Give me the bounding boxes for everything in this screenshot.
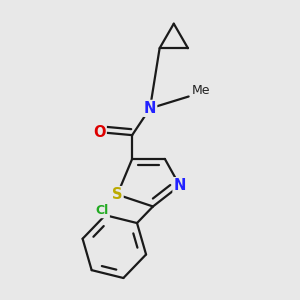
- Text: N: N: [144, 101, 156, 116]
- Text: N: N: [173, 178, 186, 193]
- Text: Cl: Cl: [96, 204, 109, 217]
- Text: O: O: [93, 125, 106, 140]
- Text: Me: Me: [192, 84, 210, 97]
- Text: S: S: [112, 187, 123, 202]
